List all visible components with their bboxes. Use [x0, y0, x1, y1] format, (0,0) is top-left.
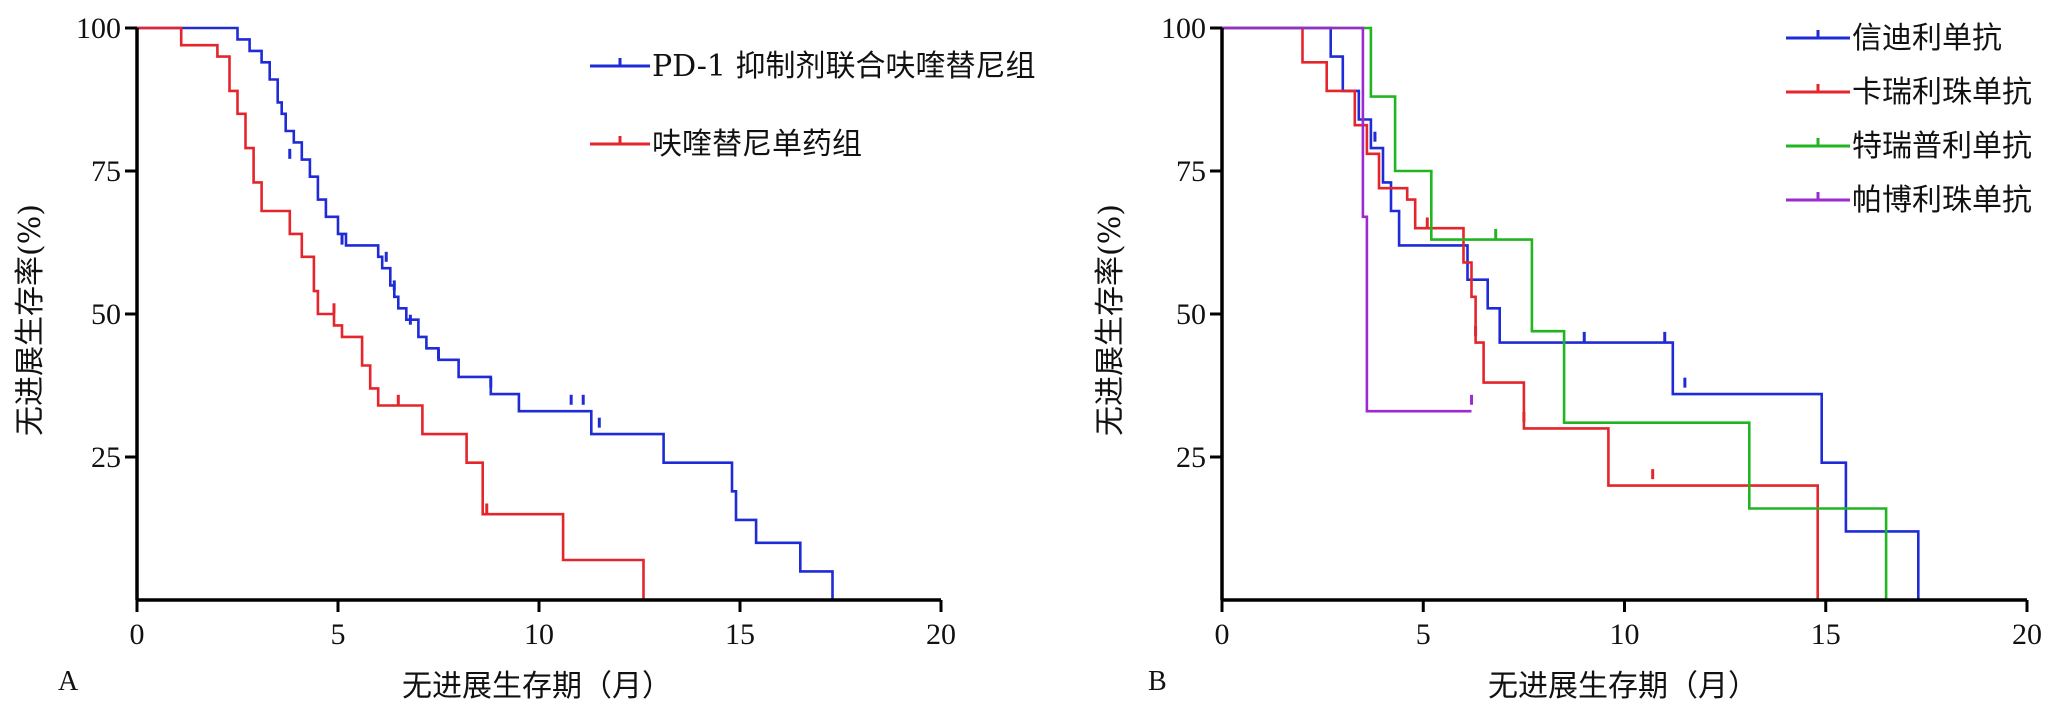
- panel-a-series-1-curve: [137, 26, 645, 600]
- panel-b-series-0-curve: [1222, 26, 1920, 600]
- panel-a-y-tick-label: 50: [91, 298, 121, 331]
- panel-b-y-tick-label: 25: [1176, 441, 1206, 474]
- panel-b-y-tick-label: 100: [1161, 12, 1206, 45]
- panel-b-label: B: [1148, 666, 1167, 697]
- panel-a-y-axis-title: 无进展生存率(%): [13, 204, 48, 436]
- panel-b-axes: 0 5 10 15 20 25 50 75 100: [1161, 12, 2042, 651]
- panel-a-legend-label-0: PD-1 抑制剂联合呋喹替尼组: [652, 49, 1036, 84]
- panel-a-legend-label-1: 呋喹替尼单药组: [652, 127, 862, 162]
- panel-a-x-tick-label: 15: [725, 618, 755, 651]
- panel-b-legend-label-0: 信迪利单抗: [1852, 21, 2002, 56]
- panel-a-x-tick-label: 0: [130, 618, 145, 651]
- panel-b-x-tick-label: 5: [1416, 618, 1431, 651]
- panel-b: 0 5 10 15 20 25 50 75 100 信迪利单抗卡瑞利珠单抗特瑞普利单抗帕博利珠单…: [1093, 12, 2042, 704]
- panel-b-series-1-curve: [1222, 26, 1819, 600]
- panel-a-curves: [137, 26, 834, 600]
- panel-a-x-tick-label: 10: [524, 618, 554, 651]
- panel-b-curves: [1222, 26, 1920, 600]
- panel-a-y-tick-label: 25: [91, 441, 121, 474]
- panel-a-axes: 0 5 10 15 20 25 50 75 100: [76, 12, 956, 651]
- panel-b-y-tick-label: 50: [1176, 298, 1206, 331]
- panel-a-y-tick-label: 100: [76, 12, 121, 45]
- panel-a-x-tick-label: 20: [926, 618, 956, 651]
- panel-a-series-0-curve: [137, 26, 834, 600]
- panel-b-x-tick-label: 0: [1215, 618, 1230, 651]
- panel-b-series-2-curve: [1222, 26, 1888, 600]
- panel-b-x-axis-title: 无进展生存期（月）: [1488, 669, 1758, 704]
- panel-a-label: A: [58, 666, 79, 697]
- panel-b-y-tick-label: 75: [1176, 155, 1206, 188]
- panel-b-legend-label-2: 特瑞普利单抗: [1852, 129, 2032, 164]
- panel-b-series-3-curve: [1222, 26, 1472, 413]
- panel-a-x-axis-title: 无进展生存期（月）: [402, 669, 672, 704]
- panel-b-x-tick-label: 20: [2012, 618, 2042, 651]
- panel-b-x-tick-label: 10: [1610, 618, 1640, 651]
- panel-b-y-axis-title: 无进展生存率(%): [1093, 204, 1128, 436]
- panel-b-x-tick-label: 15: [1811, 618, 1841, 651]
- panel-a: 0 5 10 15 20 25 50 75 100 PD-1 抑制剂联合呋喹替尼组呋喹替尼单药组…: [13, 12, 1036, 704]
- panel-b-legend-label-3: 帕博利珠单抗: [1852, 183, 2032, 218]
- panel-a-x-tick-label: 5: [331, 618, 346, 651]
- panel-a-y-tick-label: 75: [91, 155, 121, 188]
- panel-b-legend-label-1: 卡瑞利珠单抗: [1852, 75, 2032, 110]
